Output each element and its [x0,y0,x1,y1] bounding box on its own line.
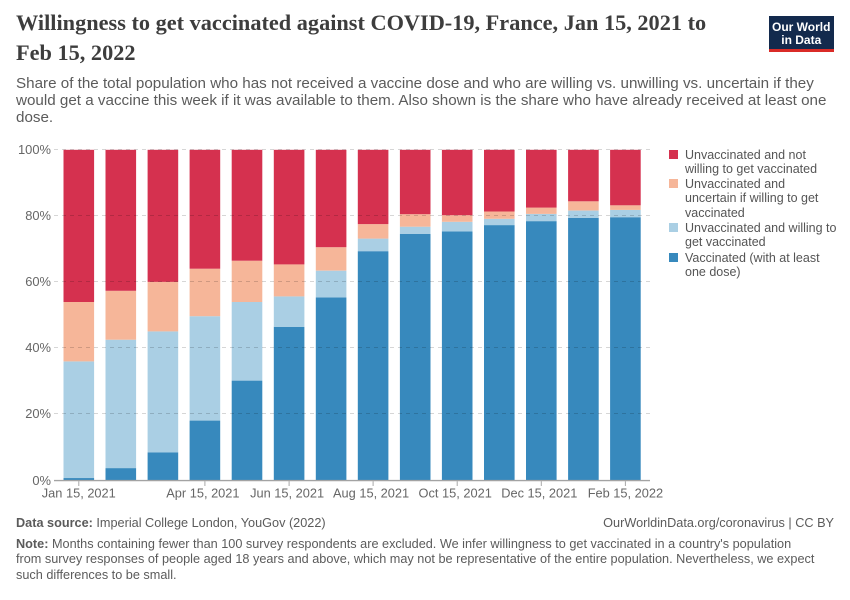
svg-text:0%: 0% [32,473,51,488]
svg-text:Jan 15, 2021: Jan 15, 2021 [42,486,116,501]
svg-text:40%: 40% [25,340,51,355]
svg-text:Dec 15, 2021: Dec 15, 2021 [501,486,577,501]
svg-text:Feb 15, 2022: Feb 15, 2022 [588,486,663,501]
svg-text:20%: 20% [25,406,51,421]
svg-text:60%: 60% [25,274,51,289]
svg-text:100%: 100% [18,142,51,157]
svg-text:Oct 15, 2021: Oct 15, 2021 [419,486,492,501]
svg-text:80%: 80% [25,208,51,223]
svg-text:Jun 15, 2021: Jun 15, 2021 [250,486,324,501]
svg-text:Apr 15, 2021: Apr 15, 2021 [166,486,239,501]
svg-text:Aug 15, 2021: Aug 15, 2021 [333,486,409,501]
